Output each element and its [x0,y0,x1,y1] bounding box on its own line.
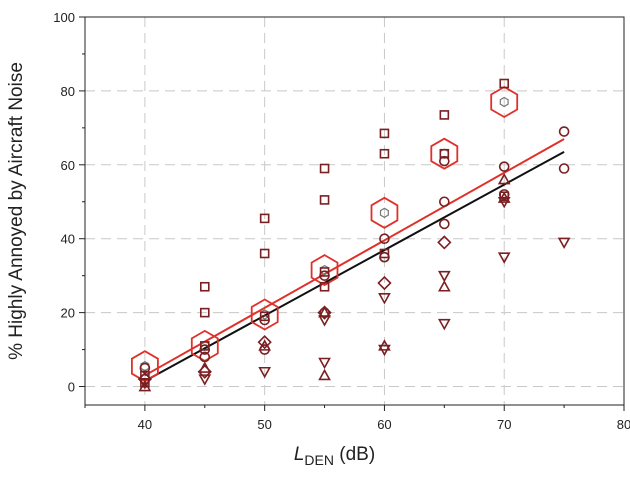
circle-marker [558,163,570,174]
triangle-down-marker [437,318,451,331]
y-axis-label: % Highly Annoyed by Aircraft Noise [6,62,27,360]
hexagon-outer [370,196,399,229]
y-tick-label: 40 [61,232,75,247]
y-tick-label: 80 [61,84,75,99]
diamond-marker [437,235,452,250]
square-marker [379,128,390,139]
hexagon-outer [430,137,459,170]
hexagon-outer [250,298,279,331]
square-marker [199,341,210,351]
x-axis-label-main: L [294,444,305,465]
x-tick-label: 60 [377,417,391,432]
square-marker [379,248,390,259]
circle-marker [439,155,450,167]
triangle-down-marker [437,270,451,283]
hexagon-inner [499,96,509,108]
circle-marker [379,233,390,245]
hexagon-outer [490,85,519,119]
triangle-down-marker [497,252,511,264]
black-fit-line [144,150,565,382]
diamond-marker [137,372,153,387]
square-marker [379,148,390,159]
ticks: 40 50 60 70 80 0 20 40 60 80 100 [53,10,630,432]
data-markers [130,78,571,392]
x-tick-label: 50 [257,417,271,432]
x-tick-label: 70 [497,417,511,432]
square-marker [319,195,330,205]
square-marker [319,281,330,292]
square-marker [259,311,270,322]
diamond-marker [317,305,332,320]
y-tick-label: 100 [53,10,75,25]
triangle-up-marker [258,339,272,351]
plot-frame [84,16,625,406]
circle-marker [259,314,270,326]
x-tick-label: 80 [617,417,630,432]
circle-marker [558,126,570,137]
fit-lines [144,138,565,382]
hexagon-marker [430,137,459,170]
hexagon-marker [490,85,519,119]
triangle-up-marker [497,172,511,185]
circle-marker [439,218,450,230]
square-marker [499,78,510,89]
triangle-down-marker [258,366,272,379]
square-marker [319,163,330,174]
y-tick-label: 0 [68,380,75,395]
hexagon-inner [379,207,389,218]
y-tick-label: 60 [61,158,75,173]
triangle-down-marker [378,344,391,357]
hexagon-outer [310,254,339,287]
circle-marker [379,251,390,263]
y-tick-label: 20 [61,306,75,321]
triangle-down-marker [138,378,152,390]
circle-marker [498,161,510,172]
x-tick-label: 40 [138,417,152,432]
square-marker [259,248,270,259]
triangle-down-marker [557,237,571,250]
circle-marker [439,196,450,208]
circle-marker [199,344,211,355]
circle-marker [498,189,510,200]
triangle-down-marker [198,374,212,386]
triangle-down-marker [318,315,331,327]
diamond-marker [257,335,272,350]
triangle-down-marker [318,357,331,370]
triangle-down-marker [378,293,391,305]
square-marker [259,213,270,224]
hexagon-marker [370,196,399,229]
triangle-up-marker [198,361,212,373]
square-marker [199,281,210,292]
grid [85,17,624,405]
x-axis-label-sub: DEN [304,452,334,468]
square-marker [319,267,330,277]
square-marker [199,307,210,318]
triangle-up-marker [138,379,152,392]
circle-marker [319,270,330,281]
triangle-up-marker [437,280,451,292]
square-marker [439,148,450,159]
diamond-marker [377,275,392,291]
triangle-down-marker [497,196,511,209]
x-axis-label-unit: (dB) [334,444,375,465]
square-marker [439,110,450,120]
x-axis-label: LDEN (dB) [294,444,375,468]
triangle-up-marker [318,368,331,381]
